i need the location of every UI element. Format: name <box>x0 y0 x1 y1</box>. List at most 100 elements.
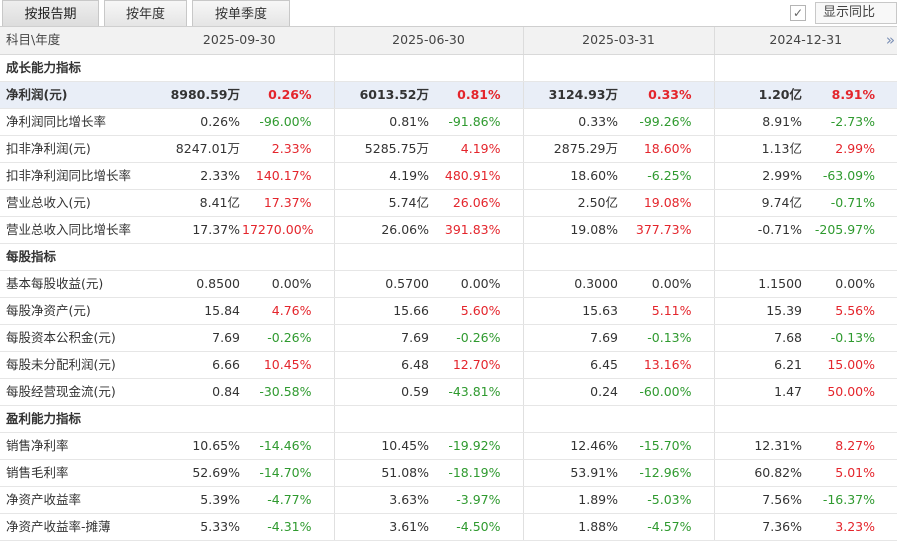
yoy-change: -2.73% <box>804 108 897 136</box>
table-row[interactable]: 每股净资产(元) 15.84 4.76% 15.66 5.60% 15.63 5.11% 15… <box>0 297 897 325</box>
indicator-value: 0.33% <box>523 108 620 136</box>
indicator-value: 52.69% <box>145 459 242 487</box>
yoy-change: -4.77% <box>242 486 335 514</box>
yoy-change: 2.99% <box>804 135 897 163</box>
table-row[interactable]: 扣非净利润同比增长率 2.33% 140.17% 4.19% 480.91% 18.60%… <box>0 162 897 190</box>
show-yoy-toggle[interactable]: 显示同比 <box>815 2 897 24</box>
table-row[interactable]: 净资产收益率 5.39% -4.77% 3.63% -3.97% 1.89% -5.03% 7… <box>0 486 897 514</box>
yoy-change: -18.19% <box>431 459 524 487</box>
indicator-name: 每股资本公积金(元) <box>0 324 145 352</box>
section-spacer-cell <box>523 54 715 82</box>
yoy-change: 5.11% <box>620 297 715 325</box>
indicator-name: 每股经营现金流(元) <box>0 378 145 406</box>
indicator-value: 6.48 <box>334 351 431 379</box>
yoy-change: 8.27% <box>804 432 897 460</box>
yoy-change: -4.57% <box>620 513 715 541</box>
table-row[interactable]: 营业总收入同比增长率 17.37% 17270.00% 26.06% 391.83% 19… <box>0 216 897 244</box>
table-row[interactable]: 扣非净利润(元) 8247.01万 2.33% 5285.75万 4.19% 2875.2… <box>0 135 897 163</box>
table-row[interactable]: 销售毛利率 52.69% -14.70% 51.08% -18.19% 53.91% -12… <box>0 459 897 487</box>
yoy-change: -43.81% <box>431 378 524 406</box>
indicator-value: 26.06% <box>334 216 431 244</box>
indicator-value: 12.46% <box>523 432 620 460</box>
indicator-value: 1.13亿 <box>714 135 804 163</box>
yoy-change: 480.91% <box>431 162 524 190</box>
yoy-change: -15.70% <box>620 432 715 460</box>
indicator-value: 8980.59万 <box>145 81 242 109</box>
section-spacer-cell <box>334 243 524 271</box>
table-row[interactable]: 营业总收入(元) 8.41亿 17.37% 5.74亿 26.06% 2.50亿 19.08… <box>0 189 897 217</box>
indicator-value: 17.37% <box>145 216 242 244</box>
yoy-change: -0.26% <box>431 324 524 352</box>
table-row[interactable]: 每股经营现金流(元) 0.84 -30.58% 0.59 -43.81% 0.24 -60.… <box>0 378 897 406</box>
tab-by-quarter[interactable]: 按单季度 <box>192 0 290 27</box>
indicator-name: 净资产收益率 <box>0 486 145 514</box>
indicator-value: 9.74亿 <box>714 189 804 217</box>
indicator-value: 3124.93万 <box>523 81 620 109</box>
tab-by-report-period[interactable]: 按报告期 <box>2 0 99 27</box>
indicator-value: 18.60% <box>523 162 620 190</box>
section-spacer-cell <box>145 54 335 82</box>
indicator-value: 7.36% <box>714 513 804 541</box>
yoy-change: 19.08% <box>620 189 715 217</box>
section-header-row: 成长能力指标 <box>0 54 897 82</box>
table-row[interactable]: 每股资本公积金(元) 7.69 -0.26% 7.69 -0.26% 7.69 -0.13%… <box>0 324 897 352</box>
yoy-change: 4.19% <box>431 135 524 163</box>
indicator-value: 8247.01万 <box>145 135 242 163</box>
table-row[interactable]: 净资产收益率-摊薄 5.33% -4.31% 3.61% -4.50% 1.88% -4.5… <box>0 513 897 541</box>
period-header: 2024-12-31 » <box>714 27 897 55</box>
yoy-change: 5.01% <box>804 459 897 487</box>
yoy-change: 0.26% <box>242 81 335 109</box>
show-yoy-checkbox[interactable]: ✓ <box>790 5 806 21</box>
table-row[interactable]: 每股未分配利润(元) 6.66 10.45% 6.48 12.70% 6.45 13.16%… <box>0 351 897 379</box>
period-header: 2025-03-31 <box>523 27 715 55</box>
yoy-change: 391.83% <box>431 216 524 244</box>
tab-by-year[interactable]: 按年度 <box>104 0 187 27</box>
yoy-change: -4.50% <box>431 513 524 541</box>
yoy-change: 0.00% <box>620 270 715 298</box>
yoy-change: -16.37% <box>804 486 897 514</box>
yoy-change: -96.00% <box>242 108 335 136</box>
yoy-change: 15.00% <box>804 351 897 379</box>
table-row[interactable]: 净利润(元) 8980.59万 0.26% 6013.52万 0.81% 3124.93万… <box>0 81 897 109</box>
yoy-change: 26.06% <box>431 189 524 217</box>
more-periods-icon[interactable]: » <box>885 31 895 49</box>
section-title: 成长能力指标 <box>0 54 145 82</box>
table-row[interactable]: 净利润同比增长率 0.26% -96.00% 0.81% -91.86% 0.33% -99… <box>0 108 897 136</box>
indicator-value: 1.47 <box>714 378 804 406</box>
indicator-name: 销售毛利率 <box>0 459 145 487</box>
yoy-change: -19.92% <box>431 432 524 460</box>
yoy-change: -63.09% <box>804 162 897 190</box>
section-spacer-cell <box>145 243 335 271</box>
indicator-value: 51.08% <box>334 459 431 487</box>
yoy-change: -91.86% <box>431 108 524 136</box>
yoy-change: -14.46% <box>242 432 335 460</box>
indicator-value: 0.26% <box>145 108 242 136</box>
period-header: 2025-09-30 <box>145 27 335 55</box>
section-spacer-cell <box>523 405 715 433</box>
indicator-value: 8.91% <box>714 108 804 136</box>
indicator-value: 5.39% <box>145 486 242 514</box>
indicator-value: 6.66 <box>145 351 242 379</box>
period-header-label: 2024-12-31 <box>769 32 843 48</box>
yoy-change: -14.70% <box>242 459 335 487</box>
indicator-value: 3.63% <box>334 486 431 514</box>
indicator-name: 净利润(元) <box>0 81 145 109</box>
yoy-change: 377.73% <box>620 216 715 244</box>
section-spacer-cell <box>714 405 897 433</box>
yoy-change: -205.97% <box>804 216 897 244</box>
financial-indicator-table: 科目\年度 2025-09-30 2025-06-30 2025-03-31 2… <box>0 27 897 541</box>
yoy-change: 12.70% <box>431 351 524 379</box>
section-spacer-cell <box>145 405 335 433</box>
section-title: 每股指标 <box>0 243 145 271</box>
tab-bar-divider <box>0 26 897 27</box>
report-tab-bar: 按报告期 按年度 按单季度 ✓ 显示同比 <box>0 0 897 27</box>
yoy-change: -60.00% <box>620 378 715 406</box>
indicator-value: 15.84 <box>145 297 242 325</box>
indicator-name: 每股净资产(元) <box>0 297 145 325</box>
yoy-change: -6.25% <box>620 162 715 190</box>
yoy-change: 8.91% <box>804 81 897 109</box>
table-row[interactable]: 销售净利率 10.65% -14.46% 10.45% -19.92% 12.46% -15… <box>0 432 897 460</box>
yoy-change: -99.26% <box>620 108 715 136</box>
yoy-change: -0.13% <box>804 324 897 352</box>
table-row[interactable]: 基本每股收益(元) 0.8500 0.00% 0.5700 0.00% 0.3000 0.0… <box>0 270 897 298</box>
